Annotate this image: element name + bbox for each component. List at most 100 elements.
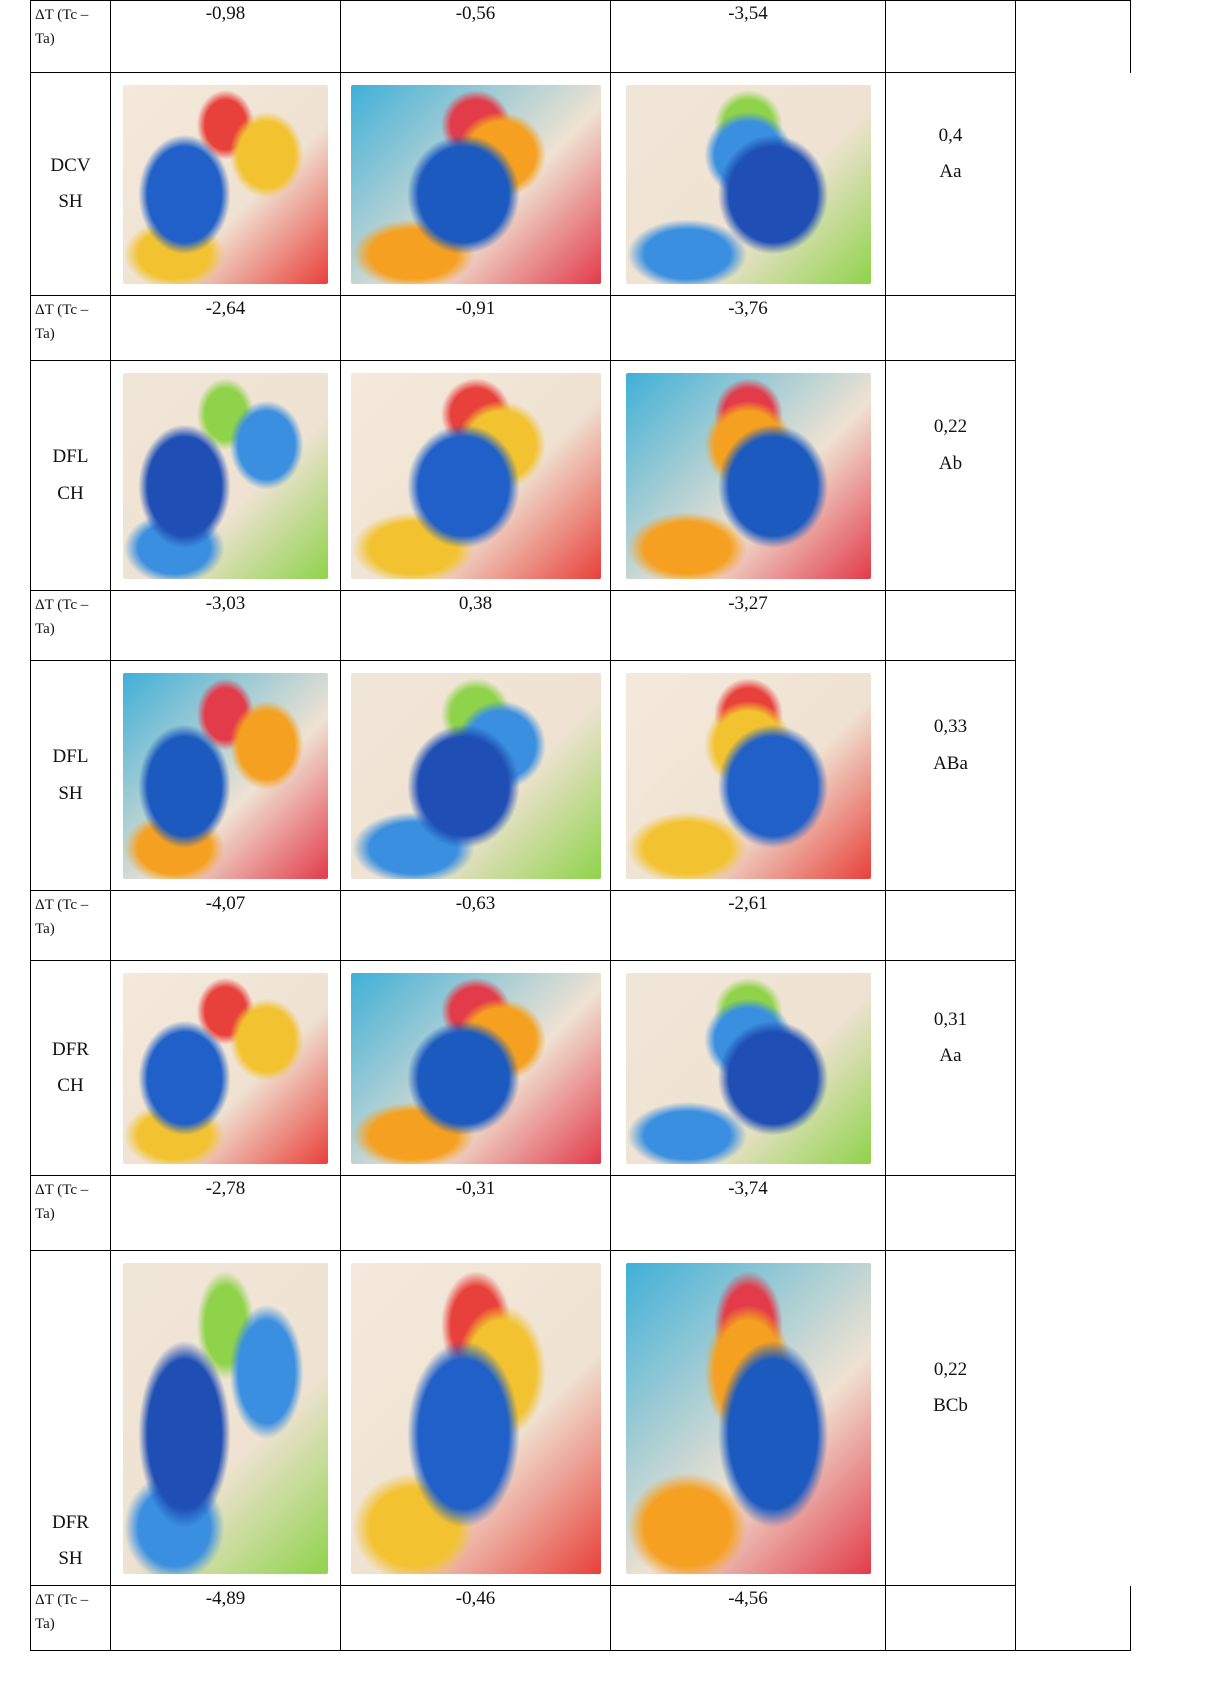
score-group: Ab	[938, 452, 963, 474]
image-cell	[110, 960, 341, 1176]
score-value: 0,22	[933, 1358, 968, 1380]
table-row: DFR CH 0,31 Aa	[30, 960, 1131, 1176]
table-row: ΔT (Tc – Ta) -3,03 0,38 -3,27	[30, 590, 1131, 661]
treatment-label: DFL SH	[52, 746, 89, 804]
delta-value: -2,64	[110, 295, 341, 361]
treatment-cell: DFR SH	[30, 1250, 111, 1586]
empty-cell	[885, 1175, 1016, 1251]
table-row: DFL CH 0,22 Ab	[30, 360, 1131, 591]
thermal-image	[625, 372, 871, 579]
treatment-cell: DFR CH	[30, 960, 111, 1176]
delta-value: -3,74	[610, 1175, 886, 1251]
score-value: 0,22	[933, 416, 968, 438]
delta-value: -0,91	[340, 295, 611, 361]
delta-value: -4,07	[110, 890, 341, 961]
thermal-image	[350, 84, 601, 284]
treatment-label: DFR CH	[52, 1038, 89, 1096]
treatment-cell: DFL CH	[30, 360, 111, 591]
image-cell	[110, 72, 341, 296]
score-cell: 0,22 BCb	[885, 1250, 1016, 1586]
table-row: DFR SH 0,22 BCb	[30, 1250, 1131, 1586]
thermal-image	[350, 372, 601, 579]
score-cell: 0,31 Aa	[885, 960, 1016, 1176]
score-cell: 0,22 Ab	[885, 360, 1016, 591]
empty-cell	[1015, 0, 1131, 73]
delta-value: -4,89	[110, 1585, 341, 1651]
thermal-image	[625, 972, 871, 1164]
delta-value: -3,76	[610, 295, 886, 361]
table-row: ΔT (Tc – Ta) -4,89 -0,46 -4,56	[30, 1585, 1131, 1651]
treatment-cell: DFL SH	[30, 660, 111, 891]
image-cell	[610, 960, 886, 1176]
image-cell	[110, 360, 341, 591]
empty-cell	[885, 0, 1016, 73]
row-label: ΔT (Tc – Ta)	[30, 295, 111, 361]
score-group: Aa	[939, 161, 962, 182]
image-cell	[610, 660, 886, 891]
treatment-label: DFL CH	[52, 446, 89, 504]
row-label: ΔT (Tc – Ta)	[30, 1585, 111, 1651]
image-cell	[340, 1250, 611, 1586]
row-label: ΔT (Tc – Ta)	[30, 590, 111, 661]
score-wrap: 0,22 Ab	[886, 409, 1015, 481]
thermal-image	[123, 672, 328, 879]
score-value: 0,4	[938, 124, 963, 146]
row-label: ΔT (Tc – Ta)	[30, 0, 111, 73]
delta-value: 0,38	[340, 590, 611, 661]
table-row: DFL SH 0,33 ABa	[30, 660, 1131, 891]
image-cell	[110, 660, 341, 891]
delta-value: -2,61	[610, 890, 886, 961]
row-label: ΔT (Tc – Ta)	[30, 1175, 111, 1251]
treatment-cell: DCV SH	[30, 72, 111, 296]
thermal-image	[350, 1262, 601, 1574]
image-cell	[110, 1250, 341, 1586]
delta-value: -4,56	[610, 1585, 886, 1651]
empty-cell	[885, 295, 1016, 361]
image-cell	[340, 360, 611, 591]
delta-value: -0,98	[110, 0, 341, 73]
image-cell	[340, 960, 611, 1176]
row-label: ΔT (Tc – Ta)	[30, 890, 111, 961]
image-cell	[340, 660, 611, 891]
delta-value: -3,27	[610, 590, 886, 661]
score-wrap: 0,33 ABa	[886, 709, 1015, 781]
thermal-image	[123, 372, 328, 579]
score-wrap: 0,31 Aa	[886, 1002, 1015, 1074]
thermal-image	[123, 84, 328, 284]
delta-value: -0,46	[340, 1585, 611, 1651]
delta-value: -0,31	[340, 1175, 611, 1251]
empty-cell	[885, 590, 1016, 661]
score-cell: 0,4 Aa	[885, 72, 1016, 296]
thermal-table: ΔT (Tc – Ta) -0,98 -0,56 -3,54 DCV SH 0,4 Aa ΔT…	[30, 0, 1131, 1651]
table-row: DCV SH 0,4 Aa	[30, 72, 1131, 296]
score-value: 0,31	[933, 1008, 968, 1030]
empty-cell	[885, 1585, 1016, 1651]
thermal-image	[123, 1262, 328, 1574]
score-group: Aa	[939, 1045, 962, 1066]
score-group: ABa	[933, 752, 968, 774]
treatment-label: DFR SH	[52, 1511, 89, 1569]
score-value: 0,33	[933, 716, 968, 738]
table-row: ΔT (Tc – Ta) -0,98 -0,56 -3,54	[30, 0, 1131, 73]
table-row: ΔT (Tc – Ta) -2,78 -0,31 -3,74	[30, 1175, 1131, 1251]
treatment-label: DCV SH	[50, 154, 91, 212]
delta-value: -3,03	[110, 590, 341, 661]
table-wrap: ΔT (Tc – Ta) -0,98 -0,56 -3,54 DCV SH 0,4 Aa ΔT…	[30, 0, 1131, 1651]
delta-value: -0,63	[340, 890, 611, 961]
score-group: BCb	[933, 1395, 968, 1416]
image-cell	[340, 72, 611, 296]
table-row: ΔT (Tc – Ta) -4,07 -0,63 -2,61	[30, 890, 1131, 961]
thermal-image	[123, 972, 328, 1164]
thermal-image	[625, 84, 871, 284]
thermal-image	[625, 1262, 871, 1574]
image-cell	[610, 1250, 886, 1586]
delta-value: -2,78	[110, 1175, 341, 1251]
empty-cell	[1015, 1585, 1131, 1651]
thermal-image	[625, 672, 871, 879]
score-cell: 0,33 ABa	[885, 660, 1016, 891]
delta-value: -3,54	[610, 0, 886, 73]
image-cell	[610, 360, 886, 591]
score-wrap: 0,22 BCb	[886, 1352, 1015, 1424]
image-cell	[610, 72, 886, 296]
